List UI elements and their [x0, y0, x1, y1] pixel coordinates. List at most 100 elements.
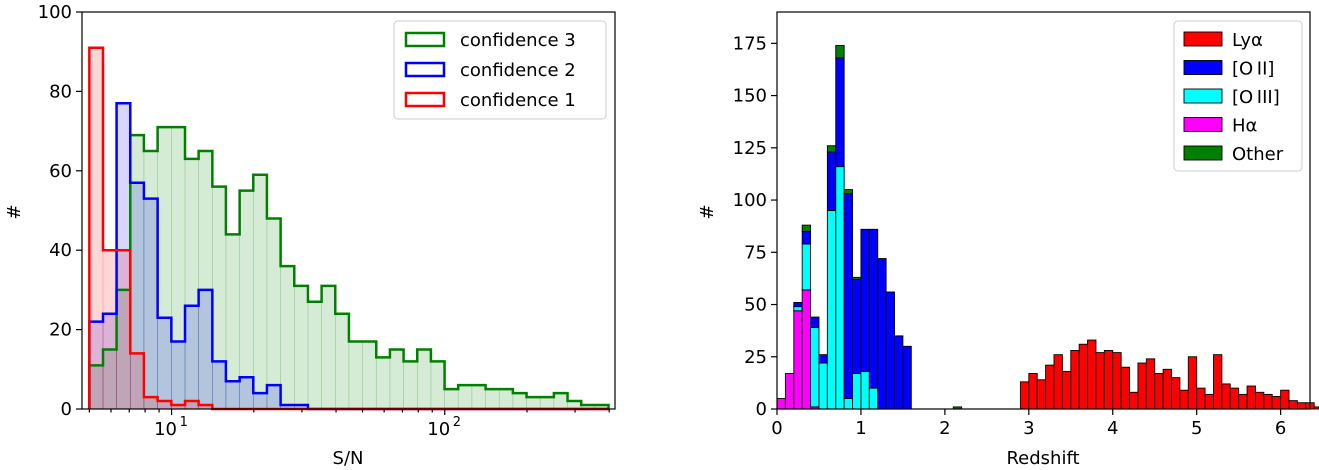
z-bar-0-64: [1313, 406, 1319, 410]
sn-y-tick-label-100: 100: [38, 2, 72, 23]
sn-x-axis-label: S/N: [333, 448, 364, 469]
z-bar-2-6: [826, 210, 837, 410]
sn-bar-confidence-3-28: [471, 384, 486, 410]
z-bar-0-35: [1070, 350, 1080, 410]
z-legend-label-1: [O II]: [1232, 59, 1274, 80]
sn-legend-swatch-confidence-2: [404, 61, 446, 78]
z-bar-0-44: [1145, 358, 1156, 410]
z-x-tick-label-1: 1: [855, 418, 866, 439]
z-bar-0-52: [1213, 354, 1223, 410]
sn-bar-confidence-3-23: [403, 361, 418, 410]
z-bar-1-3: [801, 230, 812, 245]
redshift-axes-frame: [776, 11, 1311, 410]
z-bar-0-60: [1280, 389, 1290, 410]
sn-bar-confidence-3-15: [293, 285, 309, 410]
sn-bar-confidence-3-26: [444, 388, 459, 410]
sn-bar-confidence-1-0: [89, 47, 104, 410]
z-bar-1-6: [826, 151, 837, 211]
z-legend-label-2: [O III]: [1232, 87, 1280, 108]
sn-bar-confidence-3-18: [334, 313, 350, 410]
z-bar-2-5: [818, 362, 828, 410]
sn-bar-confidence-2-4: [143, 198, 158, 410]
sn-bar-confidence-3-21: [375, 357, 391, 410]
sn-bar-confidence-3-16: [307, 301, 322, 410]
sn-bar-confidence-3-12: [252, 174, 268, 410]
z-y-tick-label-100: 100: [733, 190, 767, 211]
sn-bar-confidence-1-2: [116, 249, 131, 410]
z-bar-0-61: [1288, 400, 1298, 410]
sn-step-line-confidence-3: [88, 125, 610, 409]
z-legend-swatch-0: [1183, 31, 1223, 47]
z-bar-1-11: [868, 228, 879, 389]
sn-bar-confidence-3-32: [526, 396, 541, 410]
z-bar-1-13: [885, 291, 895, 410]
sn-legend-swatch-confidence-3: [404, 31, 446, 48]
sn-bar-confidence-3-17: [321, 285, 336, 410]
z-bar-0-46: [1162, 368, 1172, 410]
z-bar-0-56: [1246, 385, 1256, 410]
z-legend-label-4: Other: [1232, 144, 1284, 165]
sn-bar-confidence-3-24: [416, 349, 432, 410]
sn-bar-confidence-3-13: [266, 218, 281, 410]
z-bar-1-8: [843, 193, 853, 400]
z-y-tick-label-0: 0: [756, 399, 767, 420]
z-bar-2-7: [835, 166, 845, 410]
z-bar-0-33: [1053, 354, 1063, 410]
z-x-tick-label-2: 2: [939, 418, 950, 439]
sn-y-tick-label-40: 40: [49, 240, 72, 261]
sn-bar-confidence-3-34: [553, 392, 568, 410]
z-bar-2-4: [810, 327, 820, 408]
z-bar-0-36: [1078, 343, 1089, 410]
z-bar-0-29: [1019, 381, 1030, 410]
z-bar-0-47: [1171, 377, 1181, 410]
z-y-tick-label-50: 50: [744, 295, 767, 316]
z-legend-swatch-4: [1183, 145, 1223, 161]
z-bar-4-3: [801, 224, 812, 232]
sn-bar-confidence-3-22: [389, 349, 404, 410]
z-y-tick-label-175: 175: [733, 33, 767, 54]
z-bar-2-2: [793, 306, 803, 312]
sn-bar-confidence-2-6: [171, 341, 186, 410]
z-y-tick-label-150: 150: [733, 86, 767, 107]
z-bar-0-62: [1296, 402, 1307, 410]
z-bar-0-30: [1028, 373, 1038, 410]
z-bar-1-5: [818, 354, 828, 364]
z-bar-1-14: [894, 335, 904, 410]
redshift-y-axis-label: #: [697, 204, 718, 219]
z-bar-2-10: [860, 370, 870, 410]
sn-bar-confidence-2-7: [184, 305, 199, 410]
z-bar-0-45: [1154, 373, 1164, 410]
z-x-tick-label-5: 5: [1191, 418, 1202, 439]
sn-legend-label-confidence-2: confidence 2: [460, 60, 576, 81]
z-bar-0-58: [1263, 393, 1273, 410]
sn-bar-confidence-1-1: [102, 249, 117, 410]
sn-bar-confidence-3-14: [280, 265, 295, 410]
z-bar-0-42: [1129, 391, 1139, 410]
z-bar-0-34: [1061, 370, 1072, 410]
sn-bar-confidence-3-30: [498, 388, 514, 410]
sn-bar-confidence-1-4: [143, 396, 158, 410]
sn-bar-confidence-3-31: [512, 392, 527, 410]
z-bar-0-39: [1103, 350, 1114, 410]
redshift-histogram-panel: 0 25 50 75 100 125 150 175 0 1 2 3 4 5 6 Redshift # Ly…: [697, 11, 1319, 469]
sn-bar-confidence-3-25: [430, 361, 445, 410]
z-bar-1-15: [902, 345, 912, 410]
sn-y-tick-label-60: 60: [49, 161, 72, 182]
z-legend-frame: [1173, 20, 1303, 172]
z-bar-0-31: [1036, 379, 1047, 410]
z-legend-label-0: Lyα: [1232, 30, 1263, 51]
z-bar-4-7: [835, 44, 845, 59]
sn-bar-confidence-3-29: [485, 388, 500, 410]
z-bar-1-12: [877, 258, 887, 410]
sn-bar-confidence-3-19: [348, 341, 363, 410]
z-bar-0-48: [1179, 389, 1189, 410]
sn-bar-confidence-2-13: [266, 384, 281, 410]
z-x-tick-label-6: 6: [1275, 418, 1286, 439]
z-legend-swatch-1: [1183, 60, 1223, 75]
z-bar-1-7: [835, 57, 845, 168]
sn-bar-confidence-3-20: [362, 341, 377, 410]
z-bar-2-11: [868, 387, 879, 410]
z-bar-0-54: [1229, 387, 1240, 410]
